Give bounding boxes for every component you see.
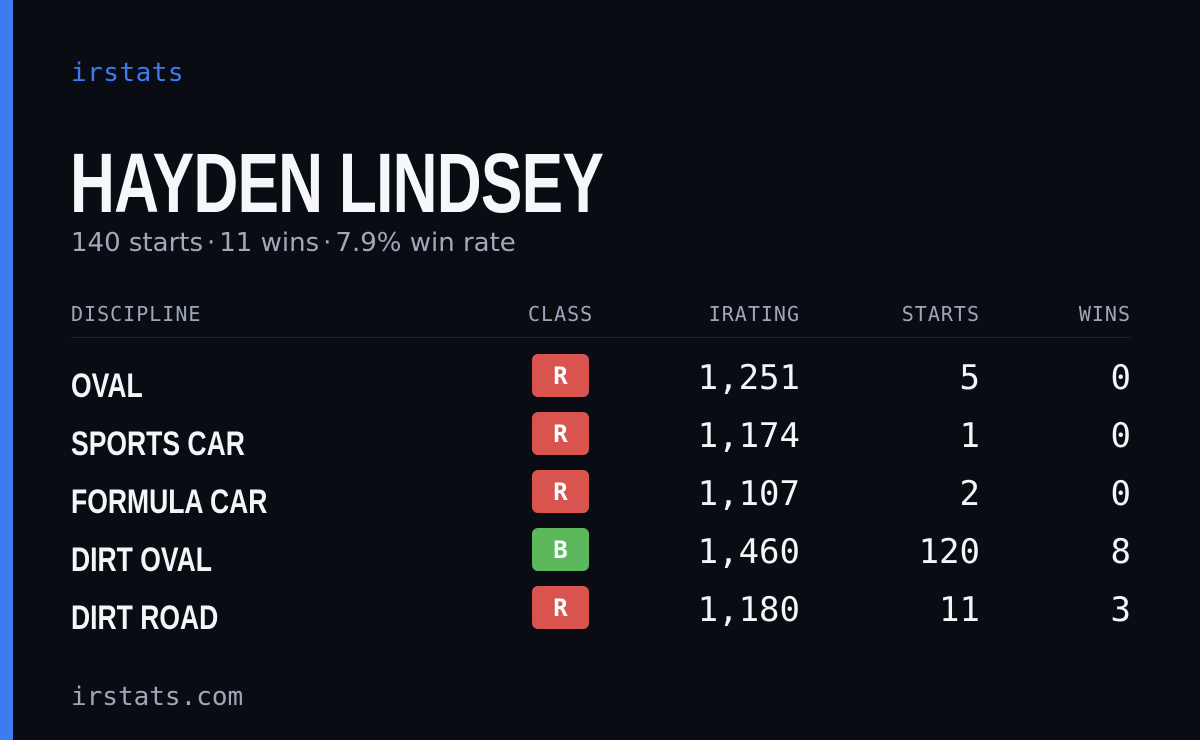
- driver-name: HAYDEN LINDSEY: [70, 136, 604, 230]
- table-row: DIRT OVAL B 1,460 120 8: [71, 526, 1131, 584]
- starts-summary: 140 starts: [71, 228, 203, 258]
- class-badge: R: [532, 470, 589, 513]
- wins-cell: 0: [1110, 416, 1131, 456]
- wins-cell: 3: [1110, 590, 1131, 630]
- starts-cell: 11: [939, 590, 980, 630]
- starts-cell: 5: [959, 358, 980, 398]
- discipline-cell: OVAL: [71, 367, 143, 405]
- wins-cell: 0: [1110, 358, 1131, 398]
- wins-cell: 8: [1110, 532, 1131, 572]
- class-badge: R: [532, 354, 589, 397]
- summary-separator: ·: [207, 228, 216, 258]
- discipline-cell: SPORTS CAR: [71, 425, 245, 463]
- header-discipline: DISCIPLINE: [71, 302, 202, 326]
- irating-cell: 1,107: [697, 474, 800, 514]
- header-starts: STARTS: [901, 302, 980, 326]
- discipline-cell: DIRT OVAL: [71, 541, 212, 579]
- class-badge: R: [532, 586, 589, 629]
- table-row: OVAL R 1,251 5 0: [71, 352, 1131, 410]
- irating-cell: 1,174: [697, 416, 800, 456]
- driver-summary: 140 starts · 11 wins · 7.9% win rate: [71, 228, 516, 258]
- discipline-cell: FORMULA CAR: [71, 483, 268, 521]
- table-body: OVAL R 1,251 5 0 SPORTS CAR R 1,174 1 0 …: [71, 352, 1131, 642]
- footer-url: irstats.com: [71, 682, 244, 712]
- table-header: DISCIPLINE CLASS IRATING STARTS WINS: [71, 302, 1131, 338]
- irating-cell: 1,251: [697, 358, 800, 398]
- wins-cell: 0: [1110, 474, 1131, 514]
- starts-cell: 2: [959, 474, 980, 514]
- table-row: SPORTS CAR R 1,174 1 0: [71, 410, 1131, 468]
- header-irating: IRATING: [708, 302, 800, 326]
- brand-logo: irstats: [71, 58, 185, 88]
- table-row: FORMULA CAR R 1,107 2 0: [71, 468, 1131, 526]
- class-badge: B: [532, 528, 589, 571]
- irating-cell: 1,460: [697, 532, 800, 572]
- win-rate-summary: 7.9% win rate: [335, 228, 516, 258]
- irating-cell: 1,180: [697, 590, 800, 630]
- header-class: CLASS: [528, 302, 594, 326]
- discipline-cell: DIRT ROAD: [71, 599, 219, 637]
- wins-summary: 11 wins: [219, 228, 320, 258]
- accent-bar: [0, 0, 13, 740]
- starts-cell: 120: [918, 532, 980, 572]
- starts-cell: 1: [959, 416, 980, 456]
- header-wins: WINS: [1078, 302, 1131, 326]
- class-badge: R: [532, 412, 589, 455]
- summary-separator: ·: [323, 228, 332, 258]
- table-row: DIRT ROAD R 1,180 11 3: [71, 584, 1131, 642]
